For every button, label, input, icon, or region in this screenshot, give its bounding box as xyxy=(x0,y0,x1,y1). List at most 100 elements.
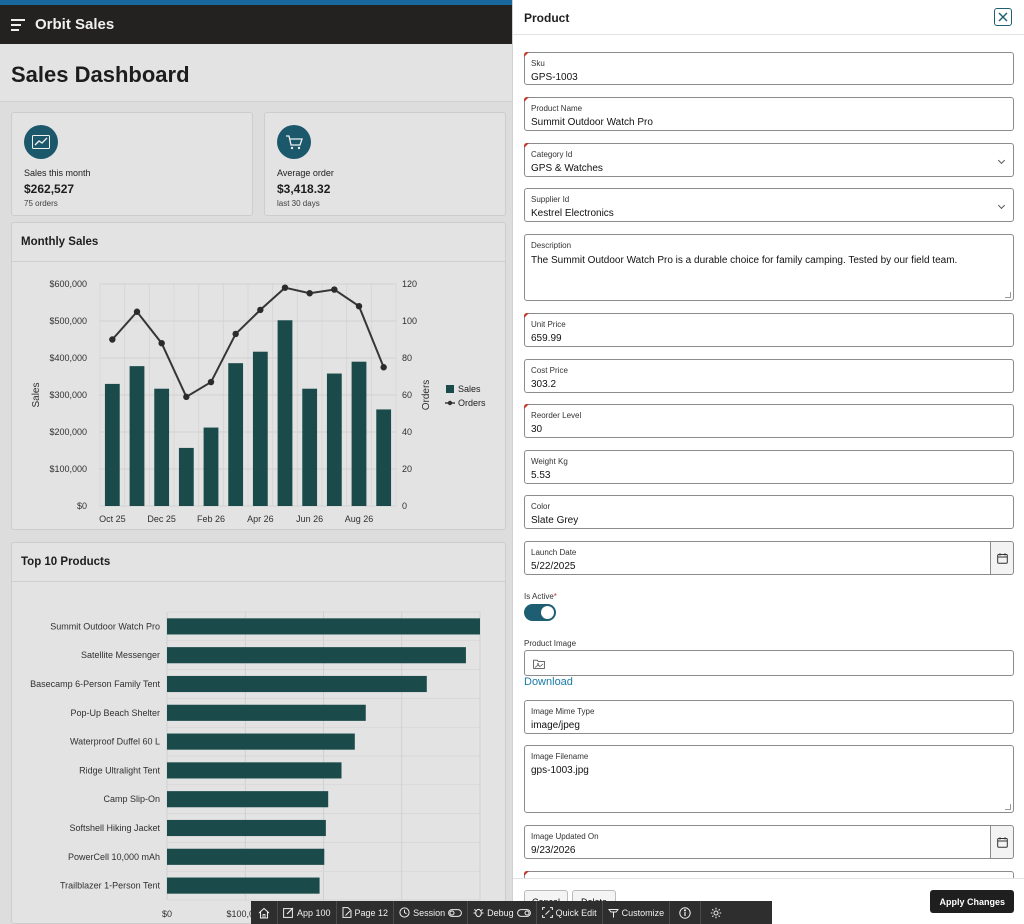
legend-label: Orders xyxy=(458,398,486,408)
image-mime-type-field[interactable]: Image Mime Type image/jpeg xyxy=(524,700,1014,734)
field-label: Product Name xyxy=(531,104,583,113)
home-icon xyxy=(258,907,270,919)
kpi-label: Average order xyxy=(277,168,334,178)
y-tick-label: PowerCell 10,000 mAh xyxy=(68,852,160,862)
y-tick-label: Trailblazer 1-Person Tent xyxy=(60,881,161,891)
home-button[interactable] xyxy=(251,901,277,924)
calendar-icon[interactable] xyxy=(991,825,1014,859)
resize-handle[interactable] xyxy=(1005,292,1011,298)
product-bar xyxy=(167,848,325,865)
chevron-down-icon[interactable] xyxy=(997,201,1006,210)
product-bar xyxy=(167,647,466,664)
debug-button[interactable]: Debug xyxy=(467,901,536,924)
y2-axis-label: Orders xyxy=(421,380,432,411)
info-button[interactable] xyxy=(669,901,700,924)
y-tick-label: Ridge Ultralight Tent xyxy=(79,765,160,775)
toolbar-label: Quick Edit xyxy=(555,907,597,918)
y-tick-label: $400,000 xyxy=(49,353,87,363)
x-tick-label: $0 xyxy=(162,909,172,919)
folder-image-icon xyxy=(533,659,545,669)
field-value: 659.99 xyxy=(531,333,562,344)
field-label: Image Filename xyxy=(531,752,589,761)
page-button[interactable]: Page 12 xyxy=(335,901,394,924)
cost-price-field[interactable]: Cost Price 303.2 xyxy=(524,359,1014,393)
field-value: image/jpeg xyxy=(531,720,580,731)
x-tick-label: Dec 25 xyxy=(147,514,176,524)
session-icon xyxy=(399,907,410,918)
product-bar xyxy=(167,762,342,779)
app-name[interactable]: Orbit Sales xyxy=(35,16,115,33)
y-tick-label: Camp Slip-On xyxy=(103,794,160,804)
field-label: Unit Price xyxy=(531,320,566,329)
session-button[interactable]: Session xyxy=(393,901,467,924)
color-field[interactable]: Color Slate Grey xyxy=(524,495,1014,529)
download-link[interactable]: Download xyxy=(524,676,573,688)
shopping-cart-icon xyxy=(277,125,311,159)
toggle-switch-icon xyxy=(516,908,531,917)
x-tick-label: Apr 26 xyxy=(247,514,274,524)
y2-tick-label: 100 xyxy=(402,316,417,326)
quick-edit-button[interactable]: Quick Edit xyxy=(535,901,602,924)
sales-bar xyxy=(228,363,244,506)
drawer-body: Sku GPS-1003 Product Name Summit Outdoor… xyxy=(513,36,1024,878)
field-value: The Summit Outdoor Watch Pro is a durabl… xyxy=(531,255,958,266)
orders-point xyxy=(331,286,338,293)
debug-icon xyxy=(473,908,484,918)
weight-kg-field[interactable]: Weight Kg 5.53 xyxy=(524,450,1014,484)
field-label: Is Active xyxy=(524,592,554,601)
y-tick-label: $0 xyxy=(77,501,87,511)
image-updated-on-field[interactable]: Image Updated On 9/23/2026 xyxy=(524,825,991,859)
supplier-id-select[interactable]: Supplier Id Kestrel Electronics xyxy=(524,188,1014,222)
field-value: 9/23/2026 xyxy=(531,845,576,856)
product-bar xyxy=(167,704,366,721)
toolbar-label: App 100 xyxy=(297,907,331,918)
y2-tick-label: 40 xyxy=(402,427,412,437)
field-label: Product Image xyxy=(524,639,577,648)
customize-button[interactable]: Customize xyxy=(601,901,670,924)
hamburger-icon[interactable] xyxy=(11,18,25,31)
chevron-down-icon[interactable] xyxy=(997,156,1006,165)
resize-handle[interactable] xyxy=(1005,804,1011,810)
top-products-region: Top 10 Products $0$100,000$200,000$300,0… xyxy=(11,542,506,924)
sku-field[interactable]: Sku GPS-1003 xyxy=(524,52,1014,85)
category-id-select[interactable]: Category Id GPS & Watches xyxy=(524,143,1014,177)
orders-point xyxy=(207,378,215,386)
field-label: Image Updated On xyxy=(531,832,599,841)
calendar-icon[interactable] xyxy=(991,541,1014,575)
sales-bar xyxy=(154,388,170,506)
x-tick-label: $100,000 xyxy=(226,909,264,919)
apply-changes-button[interactable]: Apply Changes xyxy=(930,890,1014,913)
launch-date-field[interactable]: Launch Date 5/22/2025 xyxy=(524,541,991,575)
next-field-partial[interactable] xyxy=(524,871,1014,878)
product-name-field[interactable]: Product Name Summit Outdoor Watch Pro xyxy=(524,97,1014,131)
kpi-subtext: last 30 days xyxy=(277,199,320,208)
y-tick-label: Softshell Hiking Jacket xyxy=(69,823,160,833)
orders-point xyxy=(158,340,165,347)
description-textarea[interactable]: Description The Summit Outdoor Watch Pro… xyxy=(524,234,1014,301)
sales-bar xyxy=(277,320,293,506)
close-icon[interactable] xyxy=(994,8,1012,26)
legend-marker-orders xyxy=(447,400,453,406)
required-mark: * xyxy=(553,592,557,601)
product-bar xyxy=(167,877,320,894)
field-value: Summit Outdoor Watch Pro xyxy=(531,117,653,128)
page-edit-icon xyxy=(342,907,352,918)
legend-swatch-sales xyxy=(446,385,454,393)
y-tick-label: Pop-Up Beach Shelter xyxy=(70,708,160,718)
field-label: Reorder Level xyxy=(531,411,582,420)
app-button[interactable]: App 100 xyxy=(277,901,336,924)
reorder-level-field[interactable]: Reorder Level 30 xyxy=(524,404,1014,438)
settings-button[interactable] xyxy=(700,901,731,924)
orders-point xyxy=(306,290,313,297)
product-image-upload[interactable] xyxy=(524,650,1014,676)
sales-bar xyxy=(129,366,145,506)
field-value: GPS-1003 xyxy=(531,72,578,83)
kpi-label: Sales this month xyxy=(24,168,91,178)
is-active-toggle[interactable] xyxy=(524,604,556,621)
toolbar-label: Customize xyxy=(621,907,665,918)
page-title: Sales Dashboard xyxy=(11,62,190,87)
image-filename-textarea[interactable]: Image Filename gps-1003.jpg xyxy=(524,745,1014,813)
unit-price-field[interactable]: Unit Price 659.99 xyxy=(524,313,1014,347)
monthly-sales-region: Monthly Sales $0 $100,000 $200,000 $300,000… xyxy=(11,222,506,530)
field-value: Slate Grey xyxy=(531,515,579,526)
